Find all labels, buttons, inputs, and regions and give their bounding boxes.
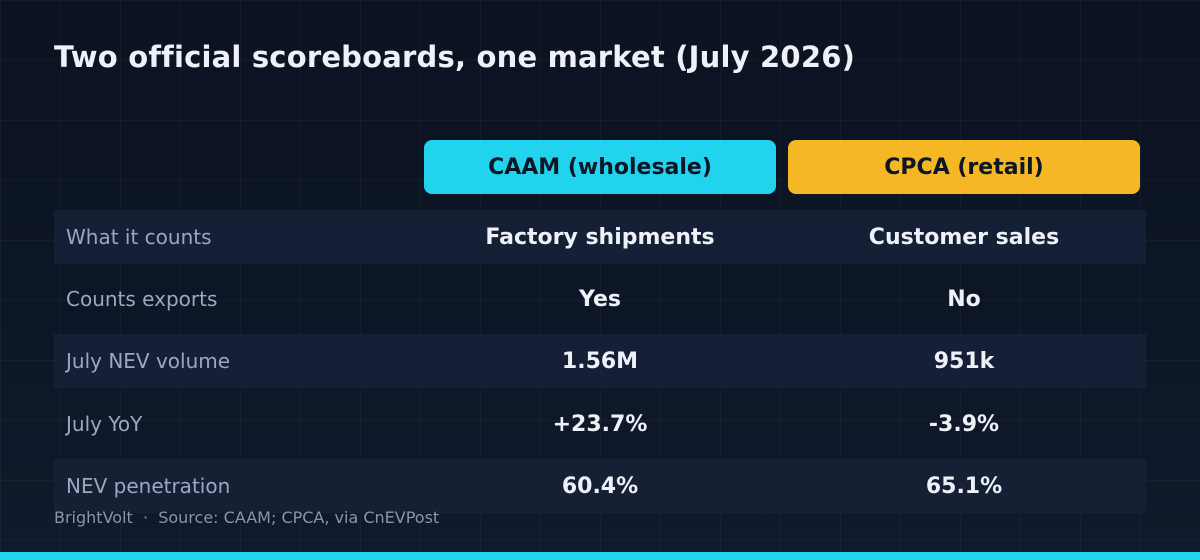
caam-value: +23.7% — [552, 411, 648, 437]
row-label: What it counts — [66, 225, 212, 249]
caam-value: 60.4% — [561, 473, 639, 499]
source-footer: BrightVolt · Source: CAAM; CPCA, via CnE… — [54, 508, 439, 527]
cpca-value: 65.1% — [925, 473, 1003, 499]
cpca-value: Customer sales — [868, 224, 1060, 250]
brand-name: BrightVolt — [54, 508, 133, 527]
row-label: July YoY — [66, 412, 143, 436]
caam-value: Factory shipments — [485, 224, 715, 250]
table-row: Counts exports Yes No — [54, 272, 1146, 326]
row-label: July NEV volume — [66, 349, 231, 373]
page-title: Two official scoreboards, one market (Ju… — [54, 40, 856, 74]
source-credit: Source: CAAM; CPCA, via CnEVPost — [158, 508, 440, 527]
cpca-value: 951k — [933, 348, 995, 374]
column-header-cpca: CPCA (retail) — [788, 140, 1140, 194]
column-header-caam: CAAM (wholesale) — [424, 140, 776, 194]
cpca-value: No — [947, 286, 981, 312]
caam-value: 1.56M — [561, 348, 639, 374]
table-row: July NEV volume 1.56M 951k — [54, 334, 1146, 388]
table-row: What it counts Factory shipments Custome… — [54, 210, 1146, 264]
footer-separator: · — [142, 508, 149, 527]
row-label: Counts exports — [66, 287, 218, 311]
caam-value: Yes — [579, 286, 621, 312]
accent-bar — [0, 552, 1200, 560]
cpca-value: -3.9% — [928, 411, 1000, 437]
table-row: NEV penetration 60.4% 65.1% — [54, 459, 1146, 513]
row-label: NEV penetration — [66, 474, 231, 498]
table-row: July YoY +23.7% -3.9% — [54, 397, 1146, 451]
